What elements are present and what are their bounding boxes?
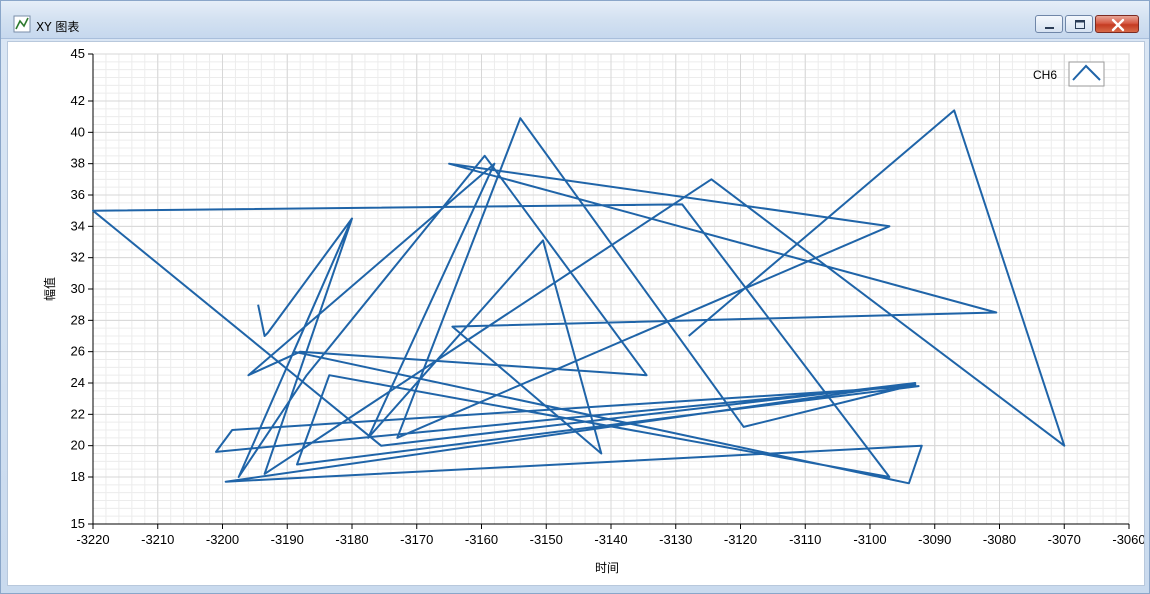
legend-swatch-line [1072, 64, 1101, 81]
y-axis-title: 幅值 [42, 277, 57, 301]
x-tick-label: -3160 [465, 532, 498, 547]
y-tick-label: 42 [71, 93, 85, 108]
x-tick-label: -3210 [141, 532, 174, 547]
title-bar[interactable]: XY 图表 [1, 1, 1149, 39]
series-layer [92, 109, 1066, 485]
y-tick-label: 45 [71, 46, 85, 61]
x-axis-title: 时间 [595, 561, 619, 575]
y-tick-label: 22 [71, 406, 85, 421]
x-tick-label: -3080 [983, 532, 1016, 547]
y-tick-label: 20 [71, 438, 85, 453]
y-tick-label: 34 [71, 218, 85, 233]
minimize-button[interactable] [1035, 15, 1063, 33]
y-tick-label: 30 [71, 281, 85, 296]
x-tick-label: -3180 [335, 532, 368, 547]
close-icon [1111, 18, 1125, 32]
x-tick-label: -3130 [659, 532, 692, 547]
y-tick-label: 24 [71, 375, 85, 390]
y-tick-label: 26 [71, 344, 85, 359]
y-tick-label: 38 [71, 156, 85, 171]
y-tick-label: 32 [71, 250, 85, 265]
maximize-button[interactable] [1065, 15, 1093, 33]
y-tick-label: 40 [71, 124, 85, 139]
x-tick-label: -3200 [206, 532, 239, 547]
x-tick-label: -3140 [594, 532, 627, 547]
close-button[interactable] [1095, 15, 1139, 33]
y-tick-label: 36 [71, 187, 85, 202]
x-tick-label: -3110 [789, 532, 821, 547]
x-tick-label: -3150 [530, 532, 563, 547]
x-tick-label: -3190 [271, 532, 304, 547]
graph-area: -3220 -3210 -3200 -3190 -3180 -3170 -3160 -3150… [7, 41, 1145, 586]
series-line-ch6 [92, 109, 1066, 485]
y-tick-label: 18 [71, 469, 85, 484]
x-tick-label: -3060 [1112, 532, 1144, 547]
xy-chart[interactable]: -3220 -3210 -3200 -3190 -3180 -3170 -3160 -3150… [8, 42, 1144, 585]
grid [92, 53, 1130, 525]
xy-graph-icon [13, 15, 31, 33]
x-tick-label: -3120 [724, 532, 757, 547]
legend-label: CH6 [1033, 68, 1057, 82]
y-tick-label: 28 [71, 312, 85, 327]
axes: -3220 -3210 -3200 -3190 -3180 -3170 -3160 -3150… [71, 46, 1144, 547]
x-tick-label: -3100 [853, 532, 886, 547]
x-tick-label: -3170 [400, 532, 433, 547]
minimize-icon [1045, 27, 1054, 29]
window-title: XY 图表 [36, 20, 80, 34]
maximize-icon [1075, 20, 1085, 29]
y-tick-label: 15 [71, 516, 85, 531]
x-tick-label: -3220 [76, 532, 109, 547]
x-tick-label: -3090 [918, 532, 951, 547]
legend[interactable]: CH6 [1033, 61, 1105, 87]
x-tick-label: -3070 [1048, 532, 1081, 547]
